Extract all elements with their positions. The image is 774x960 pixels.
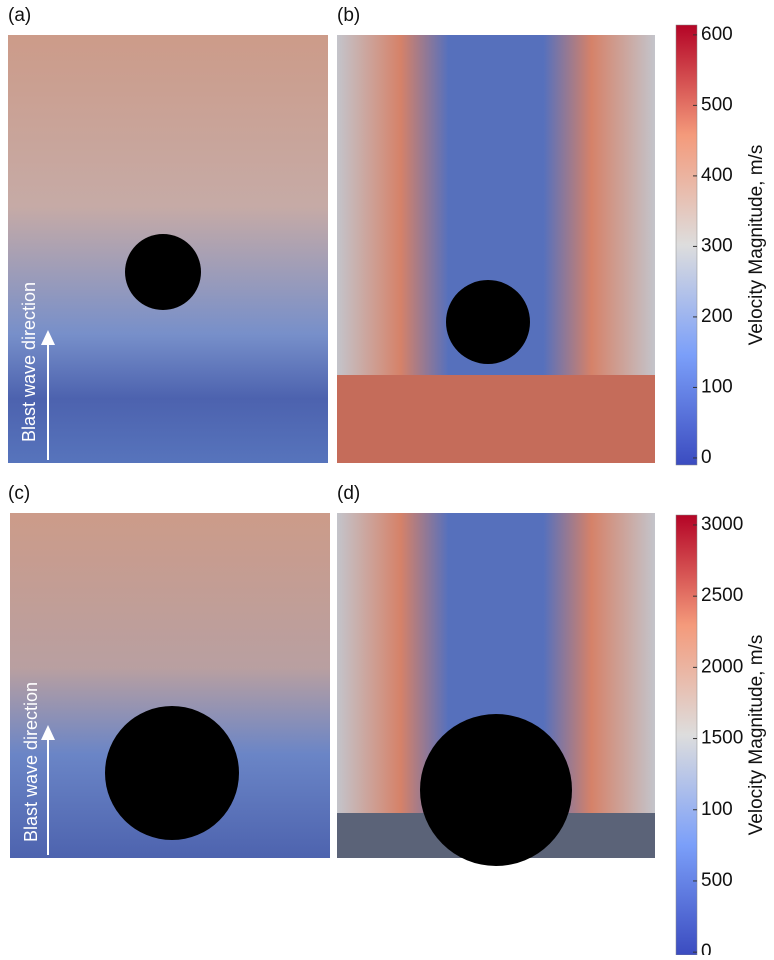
- tick-label: 100: [701, 799, 733, 820]
- tick-label: 1500: [701, 728, 743, 749]
- panel-label: (b): [337, 5, 360, 26]
- tick-label: 600: [701, 24, 733, 45]
- tick-label: 500: [701, 870, 733, 891]
- tick-label: 3000: [701, 514, 743, 535]
- tick-label: 200: [701, 306, 733, 327]
- panel-label: (a): [8, 5, 31, 26]
- colorbars: 0 100 200 300 400 500 600 Velocity Magnitude, m…: [675, 24, 767, 960]
- tick-label: 500: [701, 94, 733, 115]
- colorbar-title: Velocity Magnitude, m/s: [746, 635, 767, 836]
- colorbar-title: Velocity Magnitude, m/s: [746, 145, 767, 346]
- colorbar: [675, 24, 698, 466]
- panel-label: (d): [337, 483, 360, 504]
- tick-label: 0: [701, 941, 712, 955]
- colorbar: [675, 514, 698, 956]
- tick-label: 300: [701, 235, 733, 256]
- panel-images: [8, 35, 655, 866]
- tick-label: 2500: [701, 585, 743, 606]
- annotation: Blast wave direction: [21, 682, 41, 842]
- tick-label: 2000: [701, 656, 743, 677]
- annotation: Blast wave direction: [19, 282, 39, 442]
- tick-label: 400: [701, 165, 733, 186]
- tick-label: 0: [701, 447, 712, 468]
- panel-label: (c): [8, 483, 30, 504]
- tick-label: 100: [701, 376, 733, 397]
